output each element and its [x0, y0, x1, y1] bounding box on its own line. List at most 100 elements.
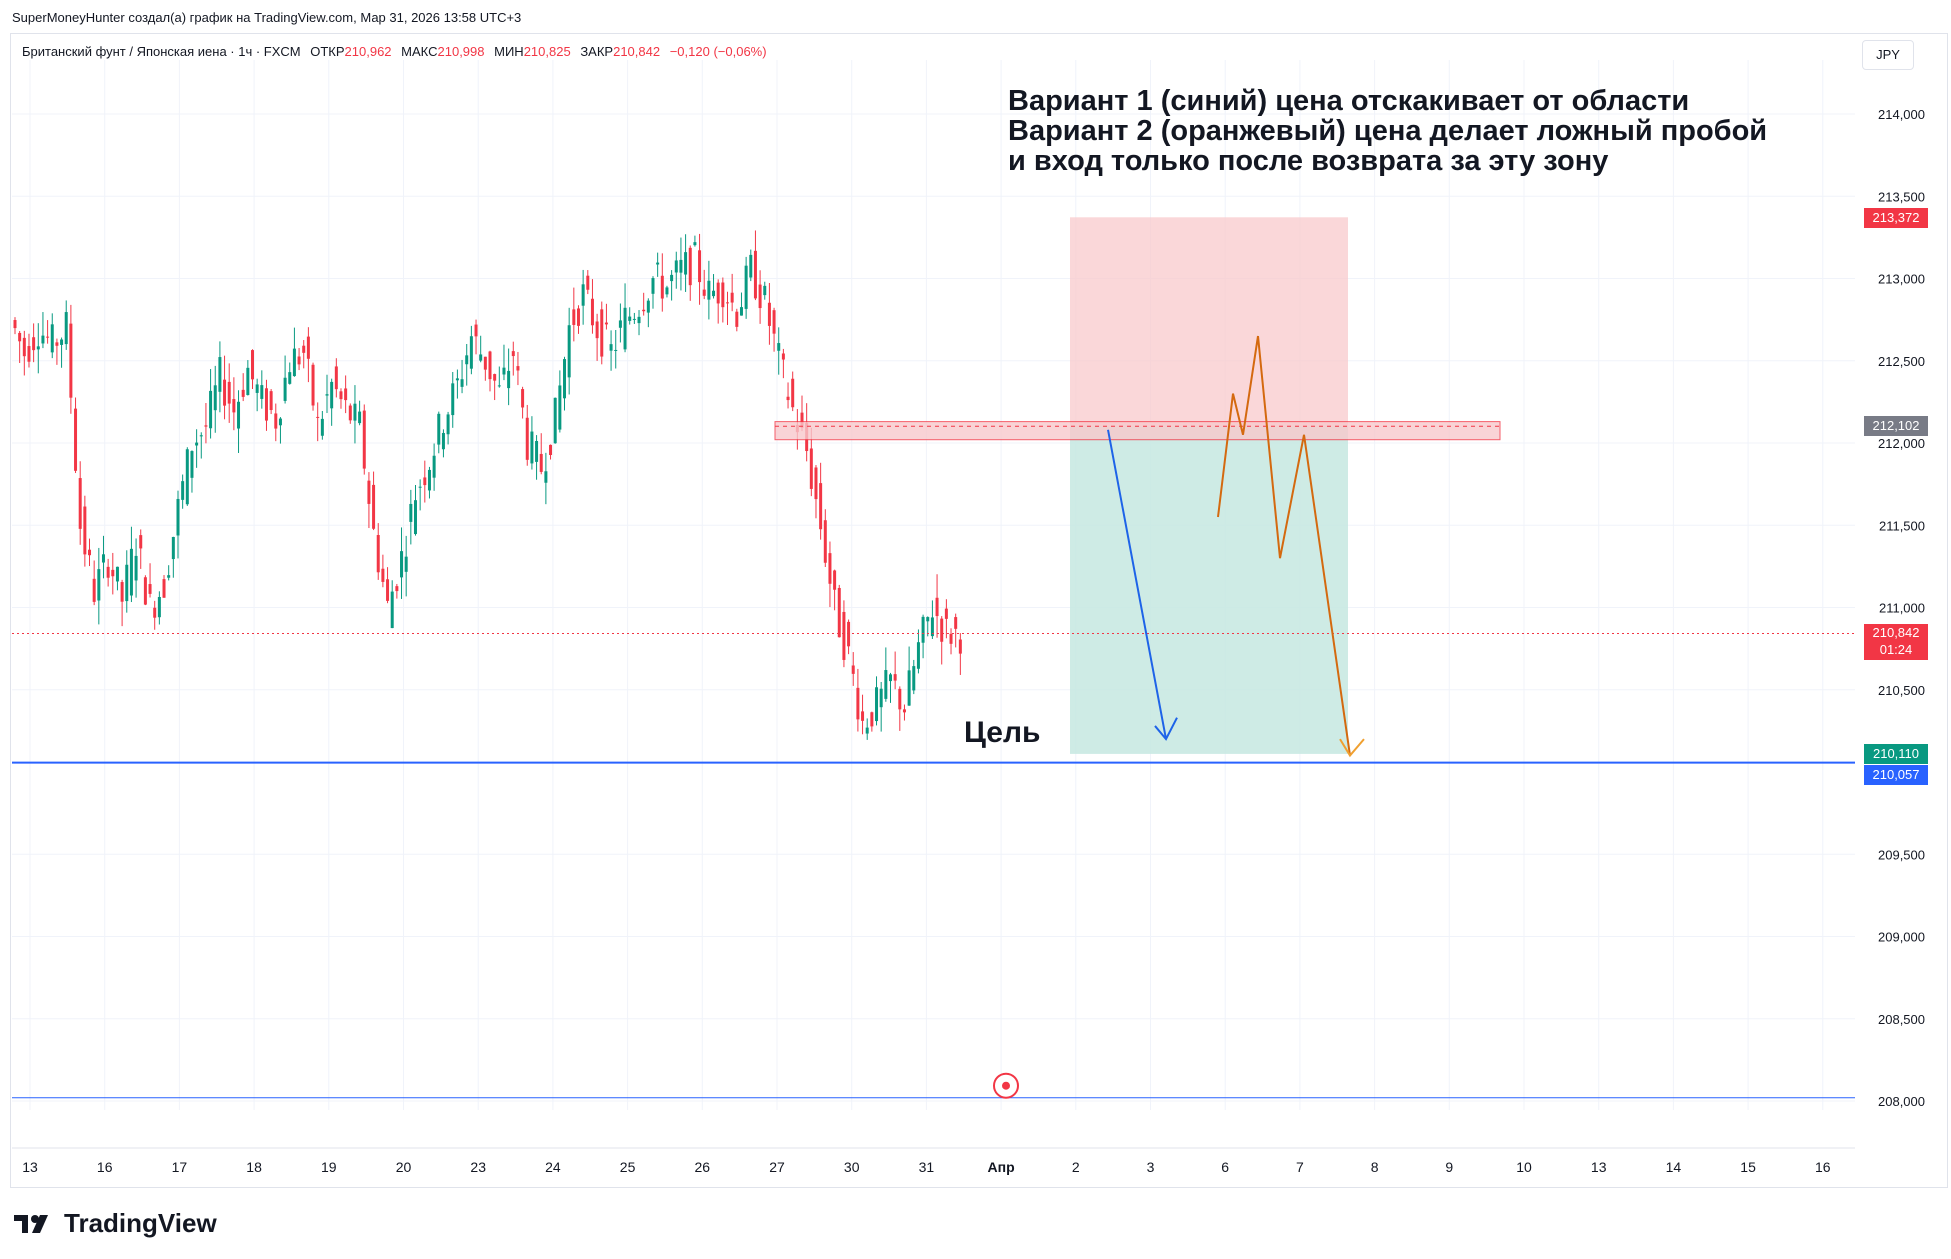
candle-body [446, 414, 450, 435]
candle-body [572, 309, 576, 325]
candle-body [702, 289, 706, 296]
stop-loss-zone[interactable] [1070, 217, 1348, 427]
open-value: 210,962 [344, 44, 392, 59]
candle-body [679, 259, 683, 273]
candle-body [819, 483, 823, 530]
candle-body [409, 503, 413, 522]
candle-body [772, 310, 776, 334]
candle-body [865, 727, 869, 734]
x-tick-label: 17 [172, 1159, 188, 1175]
candle-body [651, 278, 655, 294]
candle-body [292, 348, 296, 377]
x-tick-label: 13 [1591, 1159, 1607, 1175]
candle-body [227, 381, 231, 404]
x-tick-label: 6 [1221, 1159, 1229, 1175]
candle-body [600, 309, 604, 357]
candle-body [590, 298, 594, 326]
candle-body [930, 617, 934, 637]
candle-body [255, 384, 259, 393]
candle-body [176, 498, 180, 536]
candle-body [940, 618, 944, 642]
candle-body [744, 265, 748, 309]
candle-body [251, 350, 254, 380]
x-tick-label: 19 [321, 1159, 337, 1175]
candle-body [18, 332, 22, 342]
chart-pane[interactable] [10, 33, 1948, 1188]
candle-body [320, 418, 324, 436]
candle-body [875, 687, 879, 722]
candle-body [809, 448, 813, 489]
candle-body [330, 381, 334, 409]
candle-body [614, 349, 618, 351]
candle-body [199, 435, 203, 437]
candle-body [297, 356, 301, 365]
candle-body [97, 569, 101, 601]
annotation-line-1: Вариант 1 (синий) цена отскакивает от об… [1008, 85, 1690, 117]
candle-body [791, 378, 795, 408]
annotation-line-2: Вариант 2 (оранжевый) цена делает ложный… [1008, 115, 1768, 147]
candle-body [674, 260, 678, 273]
candle-body [283, 377, 287, 401]
currency-button[interactable]: JPY [1862, 40, 1914, 70]
candle-body [316, 416, 320, 418]
tradingview-logo[interactable]: TradingView [14, 1208, 217, 1239]
candle-body [502, 367, 506, 375]
candle-body [553, 397, 557, 444]
x-tick-label: 2 [1072, 1159, 1080, 1175]
scenario-2-path[interactable] [1217, 335, 1351, 756]
candle-body [628, 316, 632, 321]
candle-body [185, 449, 189, 505]
candle-body [916, 642, 920, 669]
tradingview-logo-icon [14, 1214, 48, 1233]
candle-body [344, 388, 348, 401]
x-tick-label: 20 [396, 1159, 412, 1175]
candle-body [949, 633, 953, 644]
candle-body [437, 413, 441, 445]
candle-body [213, 385, 217, 411]
x-tick-label: 31 [919, 1159, 935, 1175]
y-tick-label: 212,500 [1878, 354, 1925, 369]
candle-body [400, 551, 404, 578]
candle-body [670, 274, 674, 282]
candle-body [567, 325, 571, 378]
y-tick-label: 209,000 [1878, 930, 1925, 945]
y-tick-label: 213,000 [1878, 272, 1925, 287]
candle-body [958, 639, 962, 654]
candle-body [712, 290, 716, 297]
symbol-name[interactable]: Британский фунт / Японская иена · 1ч · F… [22, 44, 301, 59]
chart-annotation[interactable]: Вариант 1 (синий) цена отскакивает от об… [1008, 86, 1767, 176]
candle-body [223, 379, 227, 406]
candle-body [55, 342, 59, 346]
candle-body [879, 688, 883, 708]
take-profit-zone[interactable] [1070, 426, 1348, 754]
alert-marker-dot [1002, 1081, 1010, 1090]
candle-body [497, 385, 501, 387]
candle-body [60, 339, 64, 345]
candle-body [395, 586, 399, 592]
last-price: 210,842 [1872, 625, 1920, 640]
candle-body [646, 300, 650, 313]
scenario-1-arrow[interactable] [1107, 429, 1167, 740]
x-tick-label: 13 [22, 1159, 38, 1175]
candle-body [418, 486, 422, 488]
candle-body [69, 323, 73, 398]
x-tick-label: 27 [769, 1159, 785, 1175]
candle-body [563, 359, 567, 399]
candle-body [209, 390, 213, 429]
high-value: 210,998 [437, 44, 485, 59]
target-label[interactable]: Цель [964, 716, 1041, 749]
attribution: SuperMoneyHunter создал(а) график на Tra… [12, 10, 522, 25]
x-tick-label: 8 [1371, 1159, 1379, 1175]
candle-body [125, 564, 129, 602]
candle-body [358, 411, 362, 424]
candle-body [898, 688, 902, 710]
candle-body [721, 282, 725, 308]
candle-body [488, 351, 492, 380]
candle-body [451, 383, 455, 416]
entry-zone-rect[interactable] [774, 421, 1501, 441]
candle-body [693, 242, 697, 246]
candle-body [157, 596, 161, 618]
annotation-line-3: и вход только после возврата за эту зону [1008, 145, 1609, 177]
candle-body [111, 569, 115, 577]
